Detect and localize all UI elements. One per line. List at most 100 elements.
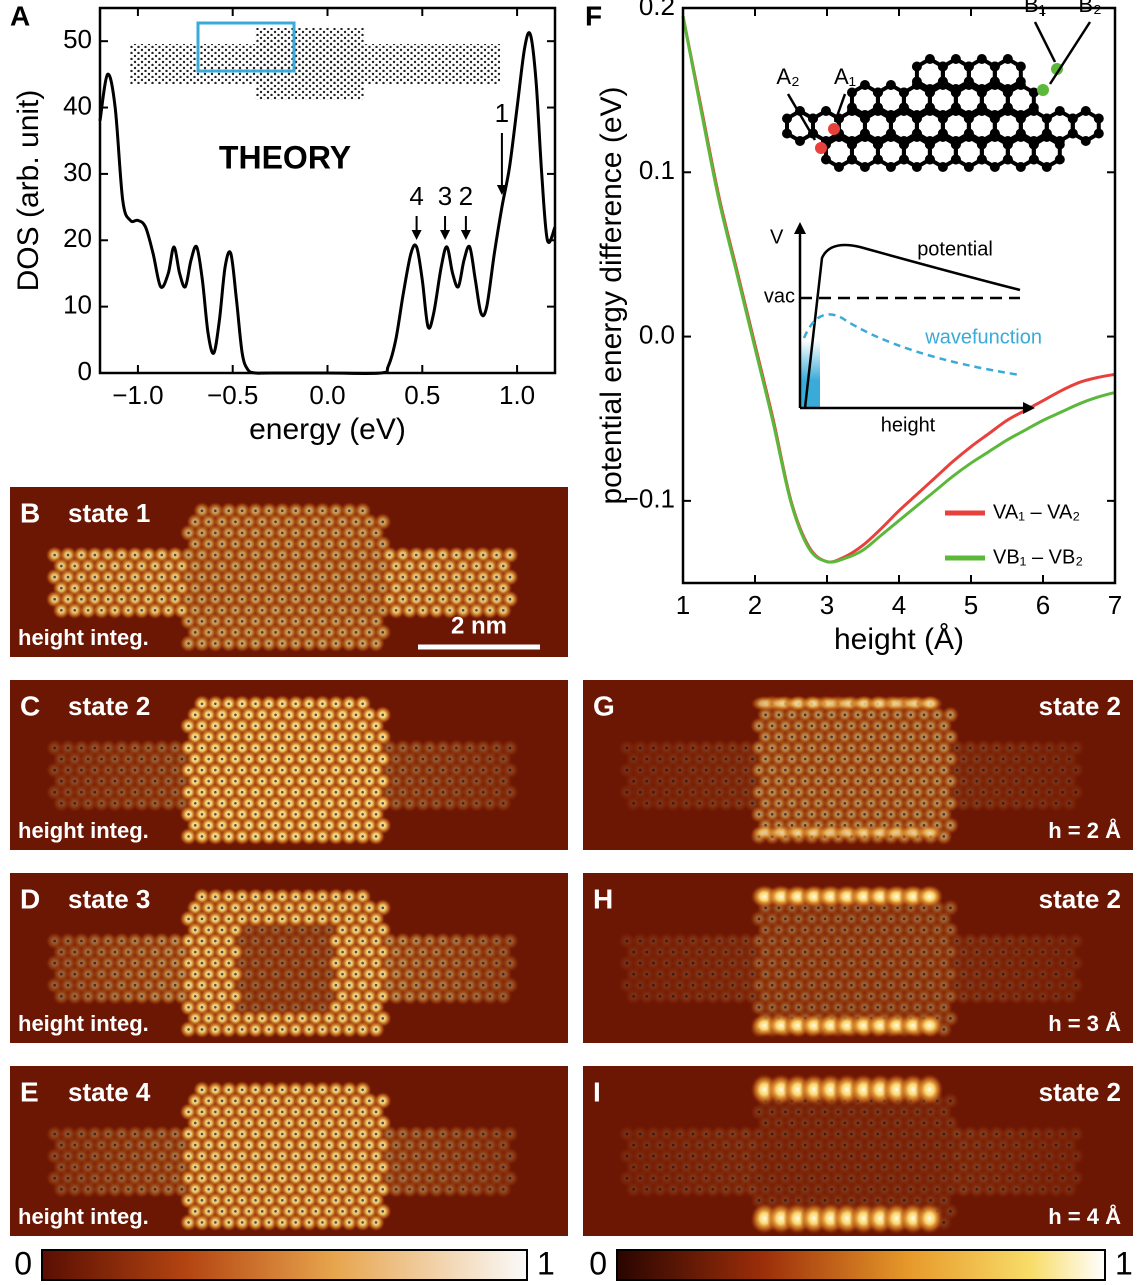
atom-dot (120, 940, 123, 943)
atom-dot (468, 769, 471, 772)
atom-dot (214, 984, 217, 987)
atom-dot (268, 1006, 271, 1009)
atom-dot (428, 1133, 431, 1136)
atom-dot (402, 554, 405, 557)
atom-dot (201, 620, 204, 623)
atom-dot (67, 1133, 70, 1136)
y-tick-label: 0.1 (639, 155, 675, 185)
atom-dot (187, 1111, 190, 1114)
atom-dot (348, 532, 351, 535)
atom-dot (335, 1028, 338, 1031)
atom-dot (261, 1188, 264, 1191)
atom-dot (850, 769, 853, 772)
atom-dot (804, 780, 807, 783)
atom-dot (214, 510, 217, 513)
atom-dot (308, 1111, 311, 1114)
atom-dot (268, 1177, 271, 1180)
atom-dot (956, 1155, 959, 1158)
site-arrow (1035, 22, 1055, 62)
atom-dot (462, 758, 465, 761)
atom-dot (771, 1199, 774, 1202)
atom-dot (817, 758, 820, 761)
atom-dot (274, 824, 277, 827)
atom-dot (758, 791, 761, 794)
atom-dot (127, 951, 130, 954)
atom-dot (976, 951, 979, 954)
atom-dot (341, 1100, 344, 1103)
atom-dot (758, 918, 761, 921)
atom-dot (916, 725, 919, 728)
atom-dot (134, 1155, 137, 1158)
atom-dot (368, 714, 371, 717)
atom-dot (804, 973, 807, 976)
atom-dot (949, 1017, 952, 1020)
atom-dot (1002, 1144, 1005, 1147)
atom-dot (254, 1111, 257, 1114)
atom-dot (428, 576, 431, 579)
atom-dot (910, 1144, 913, 1147)
atom-dot (1035, 769, 1038, 772)
atom (912, 114, 922, 124)
panel-label: C (20, 690, 40, 721)
atom-dot (114, 758, 117, 761)
atom-dot (187, 1177, 190, 1180)
atom (899, 106, 909, 116)
atom-dot (381, 995, 384, 998)
atom-dot (308, 620, 311, 623)
atom-dot (308, 835, 311, 838)
atom-dot (248, 1188, 251, 1191)
atom-dot (181, 973, 184, 976)
atom (951, 155, 961, 165)
atom-dot (626, 791, 629, 794)
atom-dot (268, 620, 271, 623)
atom-dot (321, 813, 324, 816)
atom-dot (328, 543, 331, 546)
atom-dot (475, 973, 478, 976)
atom-dot (448, 1188, 451, 1191)
atom-dot (863, 747, 866, 750)
atom-dot (60, 1188, 63, 1191)
atom-dot (797, 962, 800, 965)
atom-dot (817, 995, 820, 998)
atom-dot (448, 802, 451, 805)
x-tick-label: 0.0 (309, 380, 345, 410)
atom (1003, 88, 1013, 98)
atom-dot (489, 1144, 492, 1147)
atom-dot (482, 962, 485, 965)
atom-dot (639, 791, 642, 794)
atom-dot (877, 984, 880, 987)
atom-dot (207, 736, 210, 739)
atom-dot (134, 962, 137, 965)
atom-dot (114, 609, 117, 612)
atom-dot (877, 747, 880, 750)
atom-dot (890, 962, 893, 965)
atom-dot (281, 896, 284, 899)
atom-dot (335, 1177, 338, 1180)
atom-dot (221, 1100, 224, 1103)
atom-dot (114, 995, 117, 998)
atom-dot (368, 609, 371, 612)
atom-dot (679, 747, 682, 750)
atom-dot (632, 995, 635, 998)
atom-dot (261, 521, 264, 524)
atom-dot (288, 521, 291, 524)
atom (1003, 155, 1013, 165)
atom-dot (718, 769, 721, 772)
atom-dot (73, 565, 76, 568)
atom-dot (1009, 962, 1012, 965)
atom-dot (883, 973, 886, 976)
atom-dot (811, 984, 814, 987)
atom-dot (877, 1199, 880, 1202)
atom-dot (241, 725, 244, 728)
atom-dot (281, 725, 284, 728)
atom-dot (771, 940, 774, 943)
atom-dot (936, 1166, 939, 1169)
atom-dot (368, 1100, 371, 1103)
atom-dot (652, 769, 655, 772)
atom-dot (929, 747, 932, 750)
atom-dot (784, 791, 787, 794)
atom-dot (455, 576, 458, 579)
atom-dot (301, 824, 304, 827)
atom-dot (221, 587, 224, 590)
atom-dot (355, 995, 358, 998)
